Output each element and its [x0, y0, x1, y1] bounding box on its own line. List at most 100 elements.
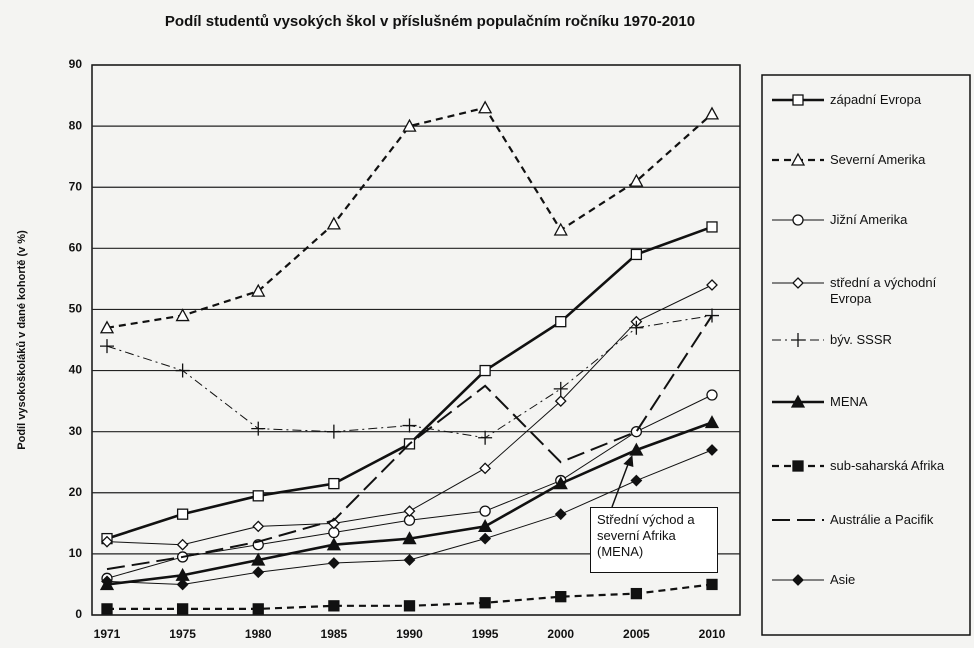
y-tick-label: 10 [69, 546, 83, 560]
x-tick-label: 2005 [623, 627, 650, 641]
y-tick-label: 40 [69, 363, 83, 377]
data-point [328, 477, 340, 490]
data-point [479, 364, 491, 377]
data-point [554, 508, 567, 521]
data-point [251, 283, 266, 297]
legend-label: Austrálie a Pacifik [830, 512, 934, 527]
data-point [706, 444, 718, 456]
data-point [326, 216, 341, 230]
data-point [252, 603, 264, 615]
legend-label: sub-saharská Afrika [830, 458, 945, 473]
data-point [704, 415, 720, 429]
data-point [555, 316, 567, 328]
x-tick-label: 1980 [245, 627, 272, 641]
x-tick-label: 1990 [396, 627, 423, 641]
data-point [176, 508, 189, 520]
y-axis-label: Podíl vysokoškoláků v dané kohortě (v %) [16, 230, 28, 450]
data-point [553, 381, 568, 396]
legend-label: Severní Amerika [830, 152, 926, 167]
y-tick-label: 70 [69, 179, 83, 193]
data-point [553, 222, 568, 236]
data-point [706, 578, 718, 591]
data-point [402, 418, 417, 433]
y-tick-label: 90 [69, 57, 83, 71]
data-point [479, 462, 492, 475]
data-point [479, 532, 492, 545]
data-point [101, 603, 113, 615]
y-tick-label: 60 [69, 241, 83, 255]
legend-marker [790, 152, 806, 166]
data-point [175, 308, 190, 322]
legend-label: střední a východní Evropa [830, 275, 937, 306]
data-point [629, 442, 644, 456]
data-point [403, 554, 416, 566]
legend-label: Asie [830, 572, 856, 587]
legend-label: býv. SSSR [830, 332, 892, 347]
data-point [553, 476, 568, 490]
data-point [100, 339, 114, 354]
data-point [479, 505, 491, 517]
data-point [176, 578, 189, 591]
data-point [478, 430, 493, 445]
annotation-arrowhead [623, 455, 634, 467]
legend-label: západní Evropa [830, 92, 922, 107]
data-point [630, 474, 643, 487]
data-point [176, 538, 189, 551]
legend-label: Jižní Amerika [830, 212, 908, 227]
data-point [327, 557, 340, 569]
legend-marker [792, 94, 804, 106]
x-tick-label: 1975 [169, 627, 196, 641]
data-point [706, 221, 718, 233]
series-line [106, 106, 713, 329]
y-tick-label: 80 [69, 118, 83, 132]
x-tick-label: 2000 [547, 627, 574, 641]
annotation-arrow [611, 457, 632, 508]
legend-label: MENA [830, 394, 868, 409]
x-tick-label: 1985 [321, 627, 348, 641]
data-point [101, 535, 113, 548]
data-point [704, 106, 720, 120]
data-point [630, 587, 643, 600]
legend-marker [792, 574, 804, 586]
data-point [175, 363, 190, 378]
data-point [101, 575, 113, 588]
data-point [629, 173, 644, 187]
data-point [326, 424, 341, 439]
y-tick-label: 50 [69, 302, 83, 316]
data-point [478, 100, 493, 114]
data-point [99, 320, 115, 334]
data-point [403, 600, 416, 612]
legend-marker [791, 333, 805, 347]
data-point [402, 118, 417, 132]
legend-marker [792, 214, 804, 226]
x-tick-label: 2010 [699, 627, 726, 641]
data-point [252, 490, 264, 502]
chart-title: Podíl studentů vysokých škol v příslušné… [165, 13, 695, 30]
data-point [252, 566, 265, 579]
data-point [478, 519, 493, 533]
data-point [555, 591, 567, 603]
data-point [251, 421, 266, 436]
data-point [630, 426, 643, 438]
data-point [554, 395, 567, 408]
data-point [176, 603, 189, 615]
data-point [479, 597, 491, 609]
data-point [328, 600, 340, 612]
legend-marker [792, 277, 804, 289]
data-point [403, 505, 416, 518]
data-point [629, 320, 644, 335]
data-point [252, 520, 265, 533]
data-point [630, 248, 643, 261]
y-tick-label: 30 [69, 424, 83, 438]
data-point [326, 537, 341, 551]
x-tick-label: 1971 [94, 627, 121, 641]
data-point [706, 389, 718, 401]
y-tick-label: 20 [69, 485, 83, 499]
data-point [251, 552, 266, 566]
legend-box [761, 74, 971, 636]
annotation: Střední východ a severní Afrika (MENA) [590, 507, 718, 573]
data-point [402, 531, 417, 545]
legend-marker [790, 394, 806, 408]
